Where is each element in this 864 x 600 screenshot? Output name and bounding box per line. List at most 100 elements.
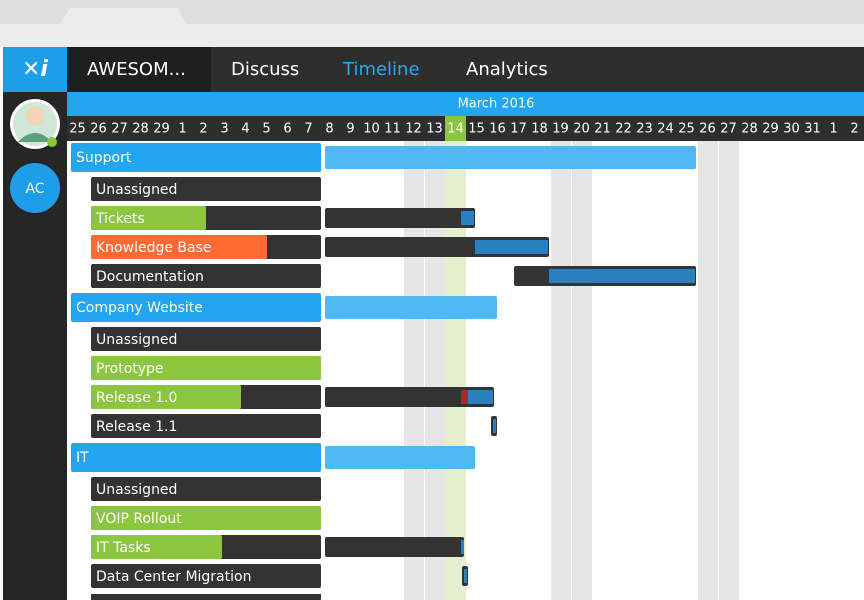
day-label: 29: [762, 122, 779, 137]
task-progress: [91, 206, 206, 230]
group-label: IT: [76, 450, 89, 466]
task-row[interactable]: [91, 414, 321, 438]
user-initials: AC: [25, 181, 44, 197]
day-label: 11: [384, 122, 401, 137]
gantt-progress: [493, 419, 496, 433]
gantt-bar[interactable]: [325, 537, 464, 557]
task-label: Prototype: [96, 361, 164, 377]
day-label: 9: [346, 122, 354, 137]
task-label: Data Center Migration: [96, 569, 251, 585]
day-label: 29: [153, 122, 170, 137]
task-progress: [91, 385, 241, 409]
gantt-progress: [475, 240, 548, 254]
day-label: 28: [132, 122, 149, 137]
online-dot: [47, 137, 57, 147]
day-label: 12: [405, 122, 422, 137]
task-label: Knowledge Base: [96, 240, 212, 256]
day-label: 24: [657, 122, 674, 137]
day-label: 10: [363, 122, 380, 137]
group-label: Support: [76, 150, 132, 166]
logo[interactable]: [3, 47, 67, 92]
nav-item-active[interactable]: Timeline: [342, 59, 420, 80]
day-label: 28: [741, 122, 758, 137]
day-label: 18: [531, 122, 548, 137]
day-label: 26: [90, 122, 107, 137]
day-label: 7: [304, 122, 312, 137]
day-label: 4: [241, 122, 249, 137]
today-cell: [445, 116, 466, 141]
task-label: IT Tasks: [96, 540, 151, 556]
group-label: Company Website: [76, 300, 203, 316]
day-label: 1: [178, 122, 186, 137]
day-label: 31: [804, 122, 821, 137]
day-label: 2: [850, 122, 858, 137]
day-label: 19: [552, 122, 569, 137]
gantt-bar[interactable]: [325, 446, 475, 469]
task-row[interactable]: [91, 477, 321, 501]
day-label: 15: [468, 122, 485, 137]
day-label: 26: [699, 122, 716, 137]
weekend-column: [572, 141, 592, 600]
day-label: 27: [720, 122, 737, 137]
task-progress: [91, 235, 267, 259]
day-label: 6: [283, 122, 291, 137]
gantt-bar[interactable]: [325, 296, 497, 319]
task-label: VOIP Rollout: [96, 511, 182, 527]
user-badge[interactable]: [10, 163, 60, 213]
task-row[interactable]: [91, 564, 321, 588]
day-label: 8: [325, 122, 333, 137]
task-label: Unassigned: [96, 482, 177, 498]
day-label: 14: [447, 122, 464, 137]
task-row-partial: [91, 594, 321, 600]
month-label: March 2016: [458, 97, 535, 112]
weekend-column: [551, 141, 571, 600]
gantt-progress: [464, 569, 467, 583]
project-tab[interactable]: [67, 47, 211, 92]
day-label: 25: [69, 122, 86, 137]
weekend-column: [719, 141, 739, 600]
day-label: 20: [573, 122, 590, 137]
task-progress: [91, 506, 321, 530]
task-label: Release 1.0: [96, 390, 177, 406]
nav-item[interactable]: Analytics: [466, 59, 548, 80]
month-header: [67, 92, 864, 116]
day-label: 13: [426, 122, 443, 137]
logo-mark: ✕i: [22, 57, 48, 82]
browser-toolbar: [0, 24, 864, 47]
gantt-bar[interactable]: [325, 208, 475, 228]
task-label: Unassigned: [96, 182, 177, 198]
project-name[interactable]: AWESOM...: [87, 59, 186, 80]
gantt-bar[interactable]: [325, 387, 494, 407]
gantt-progress: [549, 269, 695, 283]
group-row[interactable]: [71, 143, 321, 172]
day-label: 25: [678, 122, 695, 137]
avatar-face: [26, 107, 44, 125]
task-row[interactable]: [91, 264, 321, 288]
task-progress: [91, 535, 222, 559]
task-label: Documentation: [96, 269, 204, 285]
task-row[interactable]: [91, 177, 321, 201]
gantt-overdue: [461, 390, 468, 404]
browser-tab[interactable]: [60, 8, 186, 24]
day-label: 3: [220, 122, 228, 137]
day-label: 1: [829, 122, 837, 137]
task-progress: [91, 356, 321, 380]
task-label: Unassigned: [96, 332, 177, 348]
group-row[interactable]: [71, 443, 321, 472]
day-label: 23: [636, 122, 653, 137]
nav-item[interactable]: Discuss: [231, 59, 299, 80]
gantt-bar[interactable]: [325, 146, 696, 169]
task-row[interactable]: [91, 327, 321, 351]
task-label: Tickets: [95, 211, 145, 227]
day-label: 30: [783, 122, 800, 137]
avatar-body: [18, 133, 52, 142]
day-label: 5: [262, 122, 270, 137]
gantt-progress: [461, 211, 474, 225]
gantt-progress: [461, 540, 464, 554]
day-label: 27: [111, 122, 128, 137]
group-row[interactable]: [71, 293, 321, 322]
day-label: 16: [489, 122, 506, 137]
gantt-progress: [468, 390, 493, 404]
day-label: 21: [594, 122, 611, 137]
